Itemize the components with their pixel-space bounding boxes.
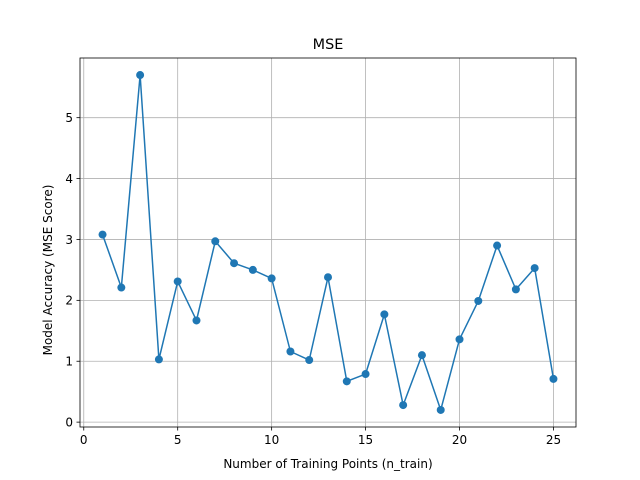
data-point [549,374,558,383]
data-point [154,355,163,364]
data-point [436,405,445,414]
data-point [324,273,332,282]
data-point [361,370,370,379]
data-point [173,277,182,286]
grid [80,58,576,427]
data-point [530,264,539,273]
plot-area-frame [79,57,577,428]
data-point [455,335,464,344]
data-point [248,265,257,274]
x-tick-label: 5 [174,433,182,447]
y-tick-label: 0 [65,415,73,429]
data-point [474,296,483,305]
data-point [399,401,408,410]
data-point [493,241,502,250]
data-point [380,310,389,319]
data-point [342,377,351,386]
y-tick-label: 1 [65,355,73,369]
series-group [98,71,558,414]
y-tick-label: 2 [65,294,73,308]
data-point [98,230,107,239]
y-tick-label: 5 [65,111,73,125]
x-tick-label: 0 [80,433,88,447]
data-point [267,274,276,283]
x-axis-label: Number of Training Points (n_train) [223,457,432,471]
x-tick-label: 20 [452,433,467,447]
y-axis-label: Model Accuracy (MSE Score) [41,185,55,356]
x-tick-label: 10 [264,433,279,447]
chart-title: MSE [313,37,344,53]
data-point [211,237,220,246]
axes: 0 5 10 15 20 25 0 1 2 3 4 5 [65,111,561,447]
data-point [286,347,295,356]
data-point [230,259,239,268]
data-point [117,283,126,292]
data-point [417,351,426,360]
x-tick-label: 25 [546,433,561,447]
x-tick-label: 15 [358,433,373,447]
data-point [192,316,201,325]
data-point [136,71,145,80]
y-tick-label: 4 [65,172,73,186]
data-point [305,356,314,365]
data-point [511,285,520,294]
y-tick-label: 3 [65,233,73,247]
